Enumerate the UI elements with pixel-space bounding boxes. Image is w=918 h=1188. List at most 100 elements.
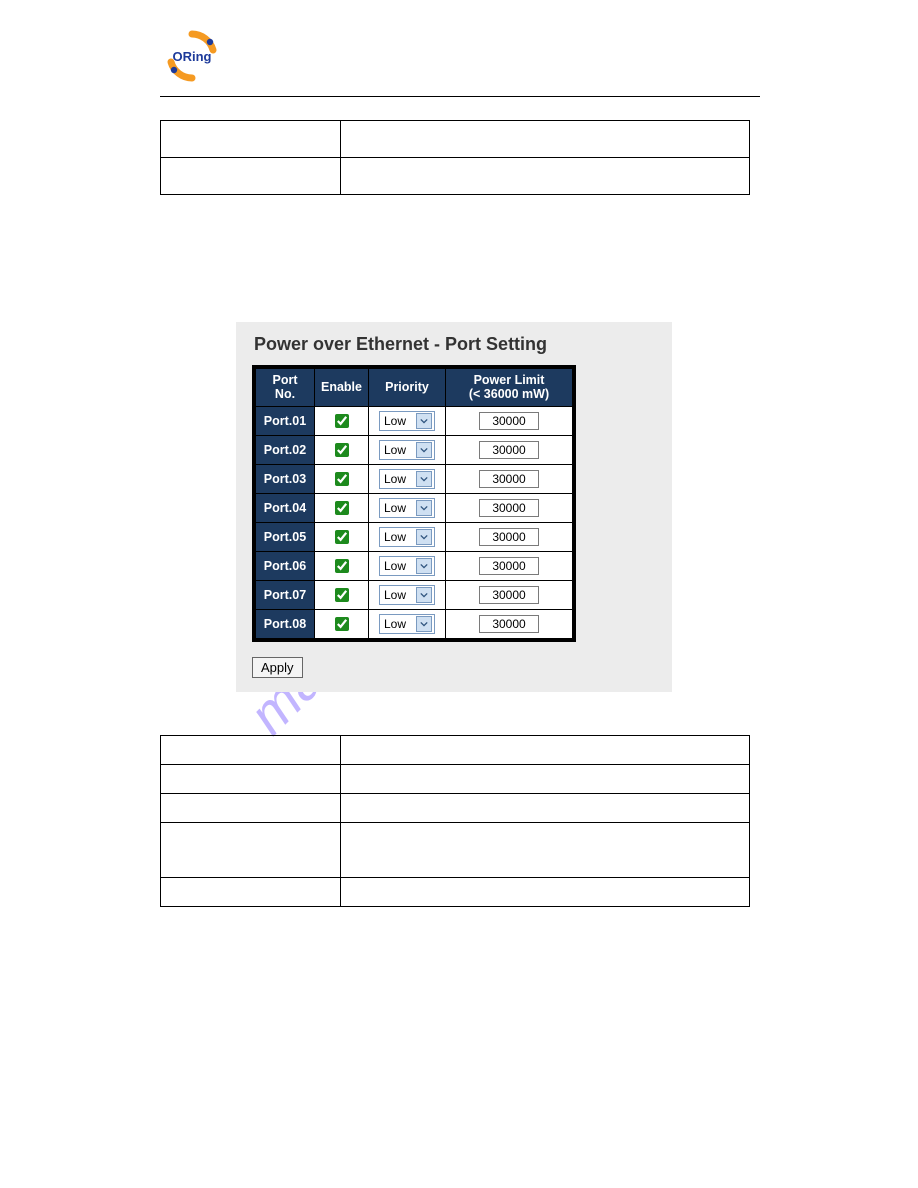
table-cell: [161, 158, 341, 195]
priority-value: Low: [384, 530, 406, 544]
header-divider: [160, 96, 760, 97]
power-limit-input[interactable]: [479, 557, 539, 575]
col-enable: Enable: [315, 369, 369, 407]
priority-cell: Low: [369, 522, 446, 551]
priority-cell: Low: [369, 493, 446, 522]
table-cell: [161, 736, 341, 765]
col-power-limit-l2: (< 36000 mW): [469, 387, 549, 401]
power-limit-input[interactable]: [479, 441, 539, 459]
priority-select[interactable]: Low: [379, 411, 435, 431]
table-cell: [341, 736, 750, 765]
chevron-down-icon: [416, 587, 432, 603]
chevron-down-icon: [416, 442, 432, 458]
priority-select[interactable]: Low: [379, 585, 435, 605]
chevron-down-icon: [416, 413, 432, 429]
priority-value: Low: [384, 501, 406, 515]
priority-value: Low: [384, 559, 406, 573]
table-row: Port.07Low: [256, 580, 573, 609]
table-row: Port.03 Low: [256, 464, 573, 493]
enable-checkbox[interactable]: [335, 501, 349, 515]
chevron-down-icon: [416, 471, 432, 487]
priority-select[interactable]: Low: [379, 556, 435, 576]
priority-select[interactable]: Low: [379, 498, 435, 518]
apply-button[interactable]: Apply: [252, 657, 303, 678]
enable-checkbox[interactable]: [335, 414, 349, 428]
power-limit-cell: [446, 551, 573, 580]
col-priority: Priority: [369, 369, 446, 407]
priority-value: Low: [384, 443, 406, 457]
power-limit-cell: [446, 406, 573, 435]
col-power-limit: Power Limit (< 36000 mW): [446, 369, 573, 407]
priority-cell: Low: [369, 435, 446, 464]
priority-select[interactable]: Low: [379, 614, 435, 634]
port-label: Port.06: [256, 551, 315, 580]
enable-checkbox[interactable]: [335, 617, 349, 631]
priority-select[interactable]: Low: [379, 440, 435, 460]
power-limit-input[interactable]: [479, 586, 539, 604]
priority-select[interactable]: Low: [379, 469, 435, 489]
enable-checkbox[interactable]: [335, 559, 349, 573]
enable-checkbox[interactable]: [335, 530, 349, 544]
priority-value: Low: [384, 617, 406, 631]
power-limit-cell: [446, 522, 573, 551]
table-cell: [341, 878, 750, 907]
table-cell: [341, 765, 750, 794]
enable-checkbox[interactable]: [335, 443, 349, 457]
table-row: Port.06 Low: [256, 551, 573, 580]
enable-cell: [315, 493, 369, 522]
table-cell: [161, 823, 341, 878]
col-power-limit-l1: Power Limit: [474, 373, 545, 387]
table-row: Port.05 Low: [256, 522, 573, 551]
table-cell: [161, 794, 341, 823]
priority-value: Low: [384, 472, 406, 486]
power-limit-input[interactable]: [479, 470, 539, 488]
enable-checkbox[interactable]: [335, 588, 349, 602]
table-cell: [161, 765, 341, 794]
power-limit-cell: [446, 580, 573, 609]
priority-cell: Low: [369, 609, 446, 638]
table-cell: [341, 158, 750, 195]
table-cell: [341, 121, 750, 158]
table-cell: [161, 121, 341, 158]
col-port-no: Port No.: [256, 369, 315, 407]
chevron-down-icon: [416, 529, 432, 545]
enable-cell: [315, 522, 369, 551]
priority-value: Low: [384, 588, 406, 602]
brand-text: ORing: [173, 49, 212, 64]
table-row: Port.02 Low: [256, 435, 573, 464]
enable-cell: [315, 609, 369, 638]
table-row: Port.01Low: [256, 406, 573, 435]
chevron-down-icon: [416, 616, 432, 632]
port-label: Port.03: [256, 464, 315, 493]
power-limit-cell: [446, 609, 573, 638]
port-label: Port.08: [256, 609, 315, 638]
panel-title: Power over Ethernet - Port Setting: [254, 334, 656, 355]
chevron-down-icon: [416, 500, 432, 516]
priority-value: Low: [384, 414, 406, 428]
table-cell: [341, 794, 750, 823]
enable-cell: [315, 551, 369, 580]
power-limit-input[interactable]: [479, 615, 539, 633]
enable-cell: [315, 406, 369, 435]
priority-cell: Low: [369, 551, 446, 580]
table-cell: [341, 823, 750, 878]
priority-cell: Low: [369, 406, 446, 435]
power-limit-cell: [446, 464, 573, 493]
power-limit-input[interactable]: [479, 412, 539, 430]
table-cell: [161, 878, 341, 907]
top-empty-table: [160, 120, 750, 195]
port-label: Port.02: [256, 435, 315, 464]
priority-select[interactable]: Low: [379, 527, 435, 547]
poe-table-wrap: Port No. Enable Priority Power Limit (< …: [252, 365, 576, 642]
port-label: Port.05: [256, 522, 315, 551]
poe-port-setting-panel: Power over Ethernet - Port Setting Port …: [236, 322, 672, 692]
enable-checkbox[interactable]: [335, 472, 349, 486]
priority-cell: Low: [369, 580, 446, 609]
priority-cell: Low: [369, 464, 446, 493]
power-limit-input[interactable]: [479, 499, 539, 517]
power-limit-cell: [446, 493, 573, 522]
port-label: Port.04: [256, 493, 315, 522]
power-limit-input[interactable]: [479, 528, 539, 546]
enable-cell: [315, 435, 369, 464]
power-limit-cell: [446, 435, 573, 464]
